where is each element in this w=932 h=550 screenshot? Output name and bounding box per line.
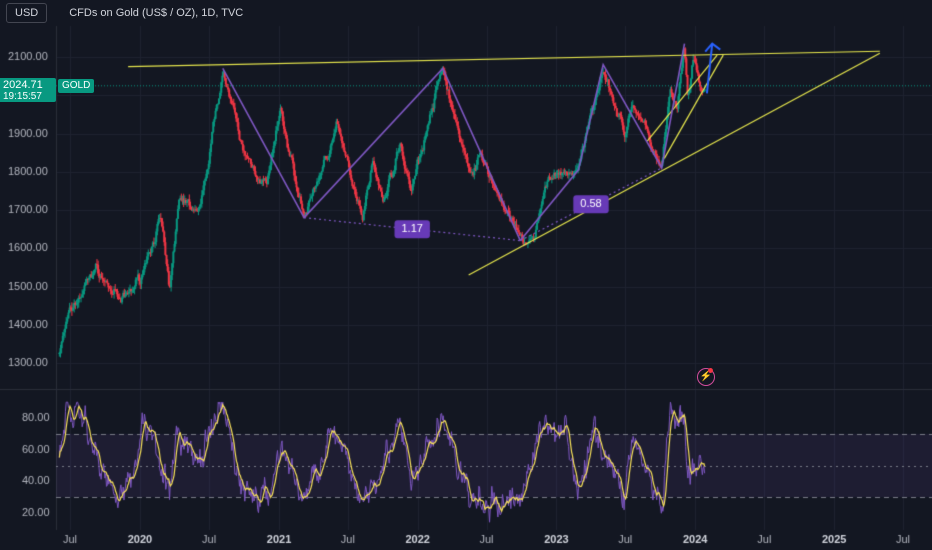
lightning-alert-icon[interactable]: ⚡: [697, 368, 715, 386]
currency-button[interactable]: USD: [6, 3, 48, 23]
ticker-tag: GOLD: [58, 79, 95, 93]
alert-dot: [708, 368, 713, 373]
bar-countdown: 19:15:57: [3, 91, 42, 102]
last-price-badge: 2024.71 19:15:57: [0, 78, 56, 102]
last-price: 2024.71: [3, 79, 43, 91]
